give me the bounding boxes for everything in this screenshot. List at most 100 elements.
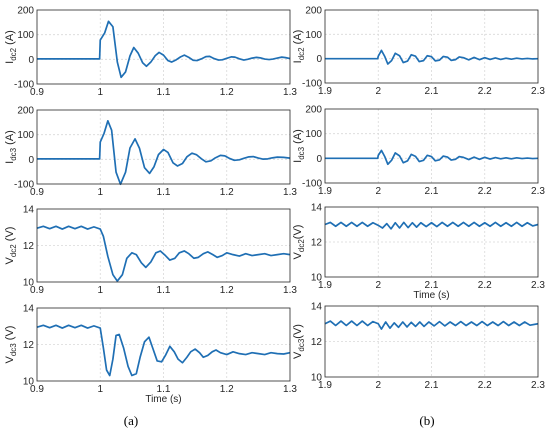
x-tick-label: 1.1	[157, 384, 171, 395]
x-tick-label: 1.3	[283, 87, 297, 98]
x-tick-label: 2.3	[531, 86, 545, 97]
plot-frame	[36, 307, 291, 382]
plot-frame	[324, 9, 539, 84]
x-tick-label: 2.3	[531, 380, 545, 391]
plot-frame	[36, 109, 291, 185]
x-tick-label: 0.9	[30, 384, 44, 395]
y-tick-label: 10	[311, 373, 323, 384]
x-tick-label: 0.9	[30, 87, 44, 98]
y-tick-label: 0	[316, 54, 322, 65]
y-tick-label: 100	[305, 129, 322, 140]
y-tick-label: 10	[311, 273, 323, 284]
x-tick-label: 1.2	[220, 87, 234, 98]
series-line	[325, 49, 539, 65]
y-axis-label: Idc3 (A)	[292, 129, 306, 163]
caption-a: (a)	[124, 413, 138, 428]
x-tick-label: 1.3	[283, 384, 297, 395]
plot-frame	[324, 206, 539, 278]
x-tick-label: 2	[375, 186, 381, 197]
x-tick-label: 1	[97, 285, 103, 296]
y-tick-label: 12	[311, 337, 323, 348]
plot-frame	[324, 305, 539, 378]
y-tick-label: 200	[305, 105, 322, 116]
y-axis-label: Vdc3(V)	[292, 324, 306, 359]
series-line	[36, 225, 291, 282]
x-tick-label: 1.1	[157, 187, 171, 198]
x-tick-label: 2.1	[425, 380, 439, 391]
series-line	[325, 149, 539, 166]
y-tick-label: 14	[311, 203, 323, 214]
plot-frame	[36, 208, 291, 283]
caption-b: (b)	[419, 413, 434, 428]
x-tick-label: 2	[375, 86, 381, 97]
chart-a2: 0.9 1 1.1 1.2 1.3 -100 0 100 200 Idc3 (A)	[4, 106, 297, 199]
y-axis-label: Vdc2(V)	[292, 225, 306, 260]
x-tick-label: 0.9	[30, 187, 44, 198]
x-tick-label: 1.9	[318, 186, 332, 197]
x-tick-label: 1.2	[220, 285, 234, 296]
x-tick-label: 1	[97, 87, 103, 98]
x-tick-label: 1.9	[318, 86, 332, 97]
x-tick-label: 2	[375, 380, 381, 391]
x-tick-label: 2.2	[478, 380, 492, 391]
y-tick-label: 0	[316, 154, 322, 165]
x-tick-label: 2.3	[531, 186, 545, 197]
y-tick-label: 0	[28, 155, 34, 166]
x-tick-label: 2.1	[425, 280, 439, 291]
x-axis-label: Time (s)	[413, 290, 449, 301]
y-tick-label: 200	[17, 6, 34, 17]
plot-frame	[36, 9, 291, 85]
x-tick-label: 2.1	[425, 186, 439, 197]
x-tick-label: 1.2	[220, 384, 234, 395]
y-tick-label: 10	[23, 377, 35, 388]
x-tick-label: 1.2	[220, 187, 234, 198]
y-tick-label: 100	[17, 130, 34, 141]
x-tick-label: 1	[97, 187, 103, 198]
x-tick-label: 2.2	[478, 280, 492, 291]
plot-frame	[324, 108, 539, 184]
series-line	[324, 221, 539, 230]
chart-a4: 0.9 1 1.1 1.2 1.3 10 12 14 Vdc3 (V) Time (s)	[4, 304, 297, 406]
x-tick-label: 1.9	[318, 280, 332, 291]
x-tick-label: 1.3	[283, 187, 297, 198]
x-tick-label: 2.1	[425, 86, 439, 97]
x-tick-label: 2	[375, 280, 381, 291]
y-tick-label: -100	[302, 79, 322, 90]
x-tick-label: 0.9	[30, 285, 44, 296]
y-tick-label: 200	[17, 106, 34, 117]
y-tick-label: 12	[23, 241, 35, 252]
series-line	[324, 320, 539, 330]
x-tick-label: 1.1	[157, 285, 171, 296]
x-axis-label: Time (s)	[145, 394, 181, 405]
y-tick-label: 12	[311, 238, 323, 249]
chart-a3: 0.9 1 1.1 1.2 1.3 10 12 14 Vdc2 (V)	[4, 205, 297, 297]
y-tick-label: 0	[28, 55, 34, 66]
series-line	[37, 120, 291, 186]
y-tick-label: -100	[14, 180, 34, 191]
y-tick-label: 100	[305, 30, 322, 41]
x-tick-label: 1.1	[157, 87, 171, 98]
y-tick-label: 100	[17, 30, 34, 41]
y-tick-label: 12	[23, 340, 35, 351]
series-line	[37, 20, 291, 79]
x-tick-label: 1.3	[283, 285, 297, 296]
chart-a1: 0.9 1 1.1 1.2 1.3 -100 0 100 200 Idc2 (A)	[4, 6, 297, 99]
chart-b1: 1.9 2 2.1 2.2 2.3 -100 0 100 200 Idc2 (A)	[292, 6, 545, 98]
x-tick-label: 2.3	[531, 280, 545, 291]
y-axis-label: Idc3 (A)	[4, 130, 18, 164]
y-tick-label: 14	[23, 304, 35, 315]
y-tick-label: 10	[23, 278, 35, 289]
chart-b2: 1.9 2 2.1 2.2 2.3 -100 0 100 200 Idc3 (A)	[292, 105, 545, 198]
y-axis-label: Vdc2 (V)	[4, 227, 18, 265]
y-axis-label: Idc2 (A)	[292, 30, 306, 64]
x-tick-label: 1	[97, 384, 103, 395]
y-tick-label: -100	[302, 179, 322, 190]
series-line	[36, 324, 291, 377]
y-axis-label: Idc2 (A)	[4, 30, 18, 64]
chart-b4: 1.9 2 2.1 2.2 2.3 10 12 14 Vdc3(V)	[292, 302, 545, 392]
y-tick-label: 14	[23, 205, 35, 216]
y-tick-label: -100	[14, 80, 34, 91]
x-tick-label: 2.2	[478, 186, 492, 197]
x-tick-label: 2.2	[478, 86, 492, 97]
